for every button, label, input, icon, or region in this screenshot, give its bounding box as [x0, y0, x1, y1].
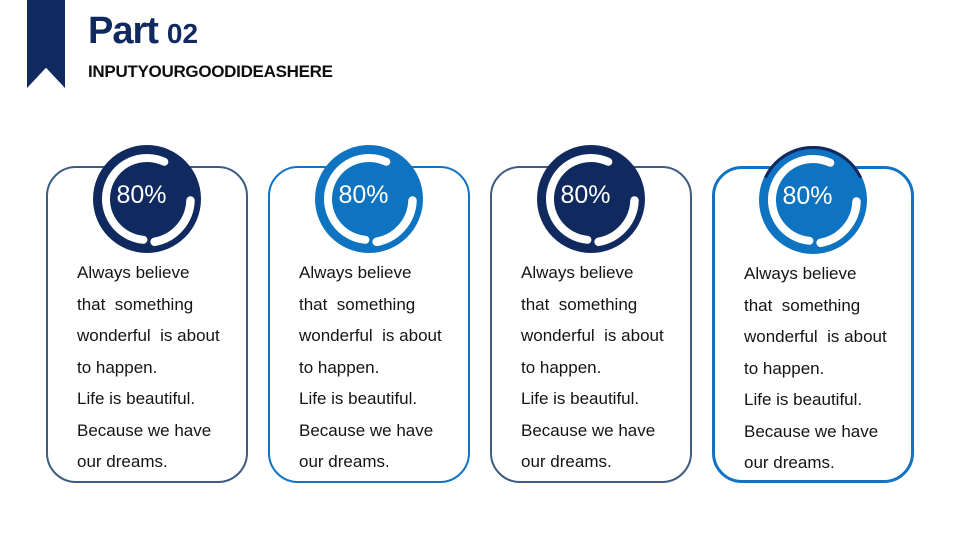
percent-label: 80% — [560, 181, 611, 209]
progress-ring-icon — [93, 145, 201, 253]
body-text-line: Because we have — [521, 420, 656, 440]
progress-ring-badge: 80% — [315, 145, 423, 253]
body-text-line: that something — [77, 294, 194, 314]
body-text-line: Always believe — [521, 263, 634, 282]
progress-ring-icon — [537, 145, 645, 253]
body-text-line: wonderful is about — [521, 326, 664, 345]
percent-label: 80% — [116, 181, 167, 209]
card-body-text: Always believe that something wonderful is… — [492, 257, 690, 478]
body-text-line: that something — [521, 294, 638, 314]
progress-ring-badge: 80% — [759, 146, 867, 254]
body-text-line: Because we have — [744, 421, 879, 441]
percent-label: 80% — [782, 182, 833, 210]
progress-ring-icon — [759, 146, 867, 254]
card-group: 80% Always believe that something wonderfu… — [46, 145, 914, 483]
page-title: Part 02 — [88, 12, 198, 50]
body-text-line: wonderful is about — [77, 326, 220, 345]
idea-card: 80% Always believe that something wonderfu… — [268, 145, 470, 483]
body-text-line: Always believe — [77, 263, 190, 282]
body-text-line: to happen. — [77, 357, 158, 377]
body-text-line: our dreams. — [299, 452, 390, 471]
body-text-line: Always believe — [299, 263, 412, 282]
part-number: 02 — [166, 18, 199, 49]
subtitle: INPUTYOURGOODIDEASHERE — [88, 62, 333, 81]
idea-card: 80% Always believe that something wonderfu… — [490, 145, 692, 483]
body-text-line: Life is beautiful. — [744, 390, 863, 409]
bookmark-ribbon-icon — [27, 0, 65, 88]
idea-card: 80% Always believe that something wonderfu… — [712, 146, 914, 483]
part-label: Part — [88, 10, 159, 52]
body-text-line: Life is beautiful. — [521, 389, 640, 408]
body-text-line: to happen. — [299, 357, 380, 377]
body-text-line: wonderful is about — [744, 327, 887, 346]
body-text-line: Always believe — [744, 264, 857, 283]
body-text-line: that something — [299, 294, 416, 314]
progress-ring-badge: 80% — [537, 145, 645, 253]
percent-label: 80% — [338, 181, 389, 209]
body-text-line: Life is beautiful. — [77, 389, 196, 408]
body-text-line: wonderful is about — [299, 326, 442, 345]
body-text-line: our dreams. — [744, 453, 835, 472]
body-text-line: Because we have — [77, 420, 212, 440]
card-body-text: Always believe that something wonderful is… — [270, 257, 468, 478]
body-text-line: Life is beautiful. — [299, 389, 418, 408]
body-text-line: to happen. — [521, 357, 602, 377]
body-text-line: Because we have — [299, 420, 434, 440]
body-text-line: that something — [744, 295, 861, 315]
idea-card: 80% Always believe that something wonderfu… — [46, 145, 248, 483]
card-body-text: Always believe that something wonderful is… — [715, 258, 911, 479]
body-text-line: our dreams. — [77, 452, 168, 471]
body-text-line: to happen. — [744, 358, 825, 378]
card-body-text: Always believe that something wonderful is… — [48, 257, 246, 478]
body-text-line: our dreams. — [521, 452, 612, 471]
progress-ring-badge: 80% — [93, 145, 201, 253]
progress-ring-icon — [315, 145, 423, 253]
